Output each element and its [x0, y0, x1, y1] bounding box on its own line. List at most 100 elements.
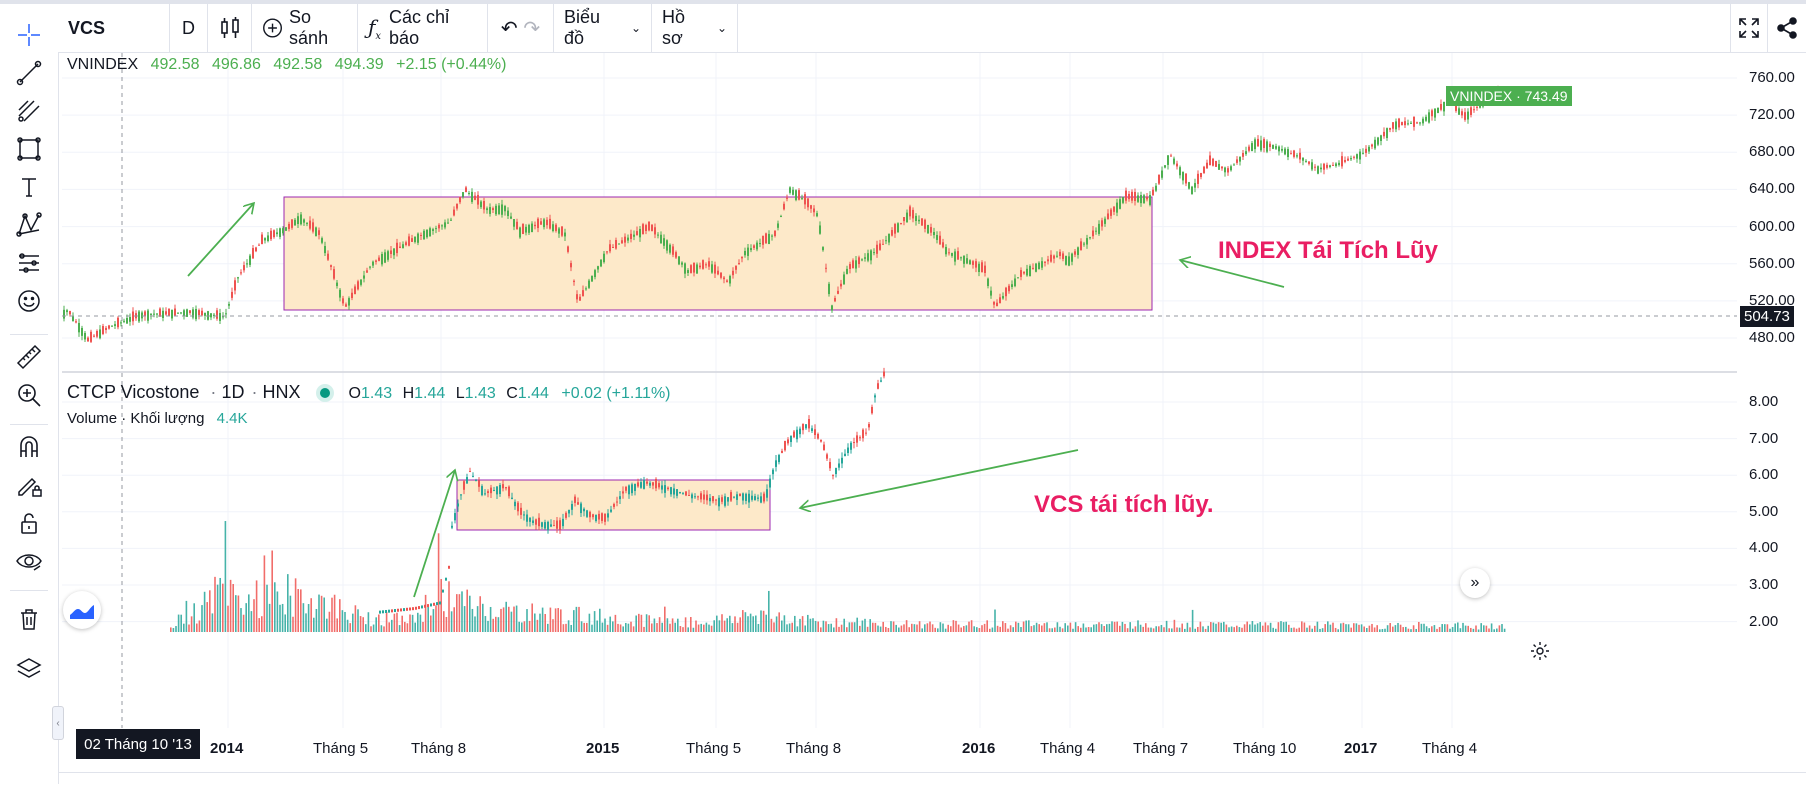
indicators-button[interactable]: ƒx Các chỉ báo — [358, 4, 488, 52]
index-candle — [126, 317, 128, 324]
volume-bar — [242, 614, 245, 632]
index-candle — [813, 208, 815, 213]
index-candle — [942, 242, 944, 248]
fullscreen-button[interactable] — [1730, 4, 1768, 52]
volume-bar — [1306, 627, 1308, 632]
index-candle — [192, 309, 194, 318]
price-tick-label: 760.00 — [1749, 69, 1795, 86]
time-tick-label: Tháng 8 — [411, 740, 467, 757]
ruler-tool[interactable] — [10, 338, 48, 376]
index-candle — [951, 253, 953, 256]
undo-icon[interactable]: ↶ — [500, 17, 518, 40]
interval-button[interactable]: D — [170, 4, 208, 52]
collapse-toolbar-button[interactable]: ‹ — [52, 706, 64, 740]
logo-icon — [70, 605, 94, 619]
vcs-name[interactable]: CTCP Vicostone — [67, 382, 200, 402]
vcs-annotation[interactable]: VCS tái tích lũy. — [1034, 491, 1214, 518]
zoom-tool[interactable] — [10, 376, 48, 414]
fib-tool[interactable] — [10, 92, 48, 130]
text-tool[interactable] — [10, 168, 48, 206]
object-tree-tool[interactable] — [10, 650, 48, 688]
index-candle — [1218, 164, 1220, 170]
index-candle — [252, 248, 254, 259]
trend-line-tool[interactable] — [10, 54, 48, 92]
volume-bar — [614, 614, 617, 632]
chart-menu-button[interactable]: Biểu đồ ⌄ — [554, 4, 652, 52]
index-candle — [882, 243, 884, 245]
index-candle — [978, 263, 980, 273]
index-candle — [99, 329, 101, 339]
chart-settings-button[interactable] — [1525, 636, 1555, 666]
scroll-to-realtime-button[interactable]: » — [1460, 568, 1490, 598]
volume-bar — [1392, 626, 1394, 632]
forecast-tool[interactable] — [10, 244, 48, 282]
index-candle — [1008, 285, 1010, 292]
rectangle-tool[interactable] — [10, 130, 48, 168]
index-annotation[interactable]: INDEX Tái Tích Lũy — [1218, 237, 1439, 264]
volume-bar — [586, 622, 588, 632]
index-candle — [1356, 154, 1358, 159]
index-candle — [894, 224, 896, 234]
volume-bar — [474, 616, 476, 632]
share-button[interactable] — [1768, 4, 1806, 52]
volume-bar — [960, 627, 962, 632]
index-candle — [744, 250, 746, 256]
logo-button[interactable] — [63, 591, 101, 629]
emoji-tool[interactable] — [10, 282, 48, 320]
volume-bar — [240, 608, 242, 632]
volume-bar — [877, 625, 879, 632]
index-candle — [363, 275, 365, 279]
vcs-candle — [601, 513, 603, 521]
vcs-candle — [574, 496, 576, 503]
vcs-candle — [841, 457, 843, 464]
index-candle — [615, 240, 617, 249]
index-candle — [717, 270, 719, 275]
profile-menu-button[interactable]: Hồ sơ ⌄ — [652, 4, 738, 52]
redo-icon[interactable]: ↷ — [523, 17, 541, 40]
compare-button[interactable]: So sánh — [252, 4, 358, 52]
vcs-candle — [709, 497, 711, 502]
index-candle — [1116, 202, 1118, 213]
chart-type-button[interactable] — [208, 4, 252, 52]
index-candle — [1080, 241, 1082, 251]
hide-tool[interactable] — [10, 542, 48, 580]
volume-bar — [417, 612, 419, 632]
vcs-candle — [400, 608, 402, 612]
index-candle — [1125, 190, 1127, 201]
magnet-tool[interactable] — [10, 428, 48, 466]
index-candle — [609, 244, 611, 252]
volume-bar — [801, 616, 804, 632]
price-axis[interactable]: 760.00 720.00 680.00 640.00 600.00 560.00 520.… — [1737, 53, 1806, 728]
chart-canvas[interactable] — [62, 53, 1737, 728]
vcs-candle — [481, 486, 483, 496]
volume-bar — [1155, 626, 1157, 632]
volume-bar — [1334, 627, 1337, 632]
symbol-search-button[interactable]: VCS — [58, 4, 170, 52]
time-axis[interactable]: 2014 Tháng 5 Tháng 8 2015 Tháng 5 Tháng 8 2016… — [58, 728, 1738, 764]
index-candle — [1164, 165, 1166, 168]
vcs-uptrend-arrow — [413, 470, 455, 598]
index-candle — [1017, 277, 1019, 279]
volume-bar — [227, 605, 229, 632]
index-candle — [1203, 166, 1205, 174]
volume-bar — [695, 620, 697, 632]
vcs-candle — [763, 493, 765, 502]
volume-bar — [809, 618, 812, 632]
remove-tool[interactable] — [10, 600, 48, 638]
volume-bar — [820, 627, 822, 632]
index-candle — [1254, 139, 1256, 150]
crosshair-tool[interactable] — [10, 16, 48, 54]
volume-bar — [253, 599, 255, 632]
volume-label[interactable]: Volume · Khối lượng — [67, 410, 205, 427]
index-candle — [1257, 138, 1259, 147]
vcs-candle — [520, 507, 522, 515]
index-candle — [507, 210, 509, 217]
index-candle — [561, 226, 563, 236]
index-candle — [645, 225, 647, 232]
index-candle — [321, 238, 323, 243]
lock-all-tool[interactable] — [10, 504, 48, 542]
lock-drawing-tool[interactable] — [10, 466, 48, 504]
index-candle — [582, 290, 584, 297]
pattern-tool[interactable] — [10, 206, 48, 244]
bottom-bar — [58, 772, 1806, 785]
